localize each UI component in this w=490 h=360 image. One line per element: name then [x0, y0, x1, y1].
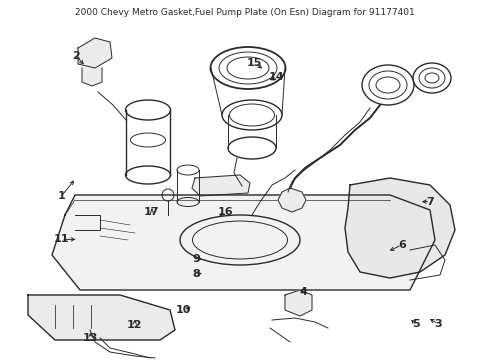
Polygon shape	[192, 175, 250, 196]
Text: 14: 14	[269, 72, 285, 82]
Polygon shape	[345, 178, 455, 278]
Text: 11: 11	[53, 234, 69, 244]
Polygon shape	[52, 195, 435, 290]
Text: 10: 10	[176, 305, 192, 315]
Text: 4: 4	[300, 287, 308, 297]
Text: 15: 15	[247, 58, 263, 68]
Text: 2: 2	[72, 51, 80, 61]
Text: 8: 8	[192, 269, 200, 279]
Text: 12: 12	[127, 320, 143, 330]
Text: 6: 6	[398, 240, 406, 250]
Text: 3: 3	[435, 319, 442, 329]
Text: 16: 16	[218, 207, 233, 217]
Text: 1: 1	[57, 191, 65, 201]
Text: 7: 7	[426, 197, 434, 207]
Polygon shape	[28, 295, 175, 340]
Text: 17: 17	[144, 207, 160, 217]
Polygon shape	[82, 68, 102, 86]
Polygon shape	[285, 290, 312, 316]
Text: 13: 13	[83, 333, 98, 343]
Text: 2000 Chevy Metro Gasket,Fuel Pump Plate (On Esn) Diagram for 91177401: 2000 Chevy Metro Gasket,Fuel Pump Plate …	[75, 8, 415, 17]
Text: 5: 5	[412, 319, 419, 329]
Text: 9: 9	[192, 254, 200, 264]
Polygon shape	[278, 188, 306, 212]
Polygon shape	[78, 38, 112, 68]
